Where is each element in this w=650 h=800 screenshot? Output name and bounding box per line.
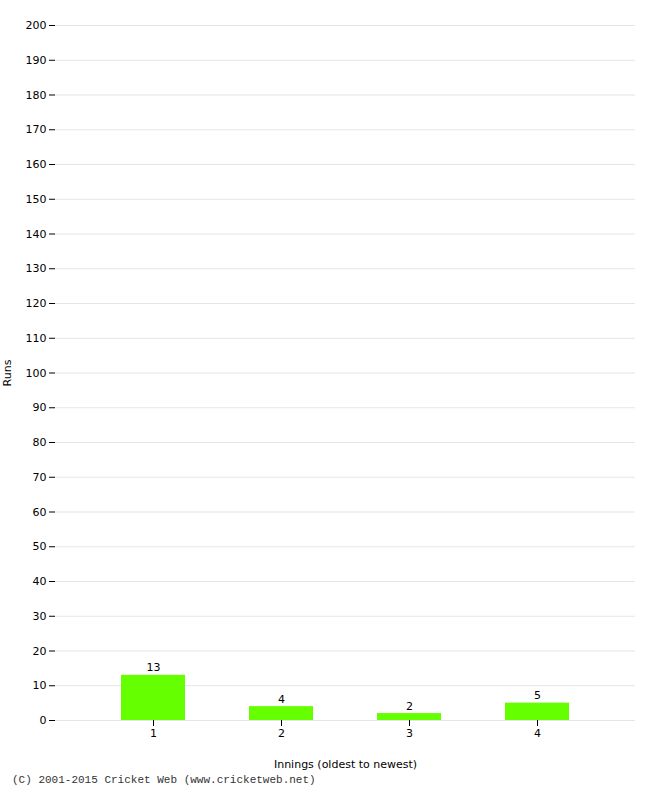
svg-text:60: 60	[33, 506, 47, 519]
svg-text:80: 80	[33, 436, 47, 449]
svg-text:150: 150	[26, 193, 47, 206]
svg-text:5: 5	[534, 689, 541, 702]
svg-text:1: 1	[150, 727, 157, 740]
svg-text:200: 200	[26, 19, 47, 32]
svg-text:160: 160	[26, 158, 47, 171]
svg-text:110: 110	[26, 332, 47, 345]
html-text:(C) 2001-2015 Cricket Web (www: (C) 2001-2015 Cricket Web (www.cricketwe…	[12, 774, 316, 786]
svg-text:10: 10	[33, 679, 47, 692]
svg-text:0: 0	[40, 714, 47, 727]
svg-text:2: 2	[278, 727, 285, 740]
svg-text:4: 4	[278, 693, 285, 706]
svg-text:140: 140	[26, 228, 47, 241]
svg-text:3: 3	[406, 727, 413, 740]
svg-text:130: 130	[26, 262, 47, 275]
svg-text:90: 90	[33, 401, 47, 414]
svg-text:2: 2	[406, 700, 413, 713]
svg-text:Runs: Runs	[1, 359, 14, 386]
svg-text:100: 100	[26, 367, 47, 380]
svg-text:40: 40	[33, 575, 47, 588]
svg-text:Innings (oldest to newest): Innings (oldest to newest)	[274, 758, 417, 771]
svg-text:30: 30	[33, 610, 47, 623]
svg-text:120: 120	[26, 297, 47, 310]
svg-text:13: 13	[147, 661, 161, 674]
svg-text:70: 70	[33, 471, 47, 484]
svg-text:4: 4	[534, 727, 541, 740]
svg-text:180: 180	[26, 89, 47, 102]
svg-text:20: 20	[33, 645, 47, 658]
svg-text:190: 190	[26, 54, 47, 67]
svg-text:170: 170	[26, 123, 47, 136]
svg-text:50: 50	[33, 540, 47, 553]
